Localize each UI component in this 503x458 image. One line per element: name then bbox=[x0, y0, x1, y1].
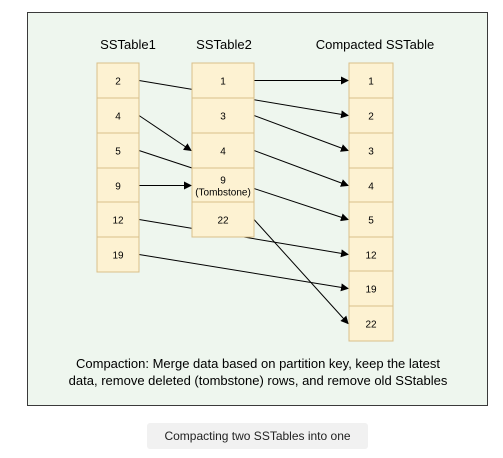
sstable1-title: SSTable1 bbox=[100, 37, 156, 52]
compacted-cell-label: 22 bbox=[365, 320, 377, 331]
sstable1-cell-label: 19 bbox=[112, 251, 124, 262]
compacted-cell-label: 3 bbox=[368, 147, 374, 158]
sstable2-cell-label: 3 bbox=[220, 112, 226, 123]
sstable1-cell bbox=[96, 201, 140, 238]
sstable1-cell-label: 9 bbox=[115, 182, 121, 193]
compacted-cell bbox=[348, 236, 394, 273]
compacted-cell bbox=[348, 305, 394, 342]
sstable1-cell-label: 2 bbox=[115, 77, 121, 88]
edge-arrow bbox=[253, 115, 349, 152]
edge-arrow bbox=[253, 150, 349, 187]
compacted-cell-label: 1 bbox=[368, 77, 374, 88]
compacted-cell-label: 19 bbox=[365, 285, 377, 296]
edge-arrow bbox=[253, 219, 349, 325]
sstable2-column: SSTable2 1 3 4 9(Tombstone) 22 bbox=[191, 37, 255, 238]
sstable2-cell-label: (Tombstone) bbox=[195, 188, 251, 199]
compacted-cell bbox=[348, 62, 394, 99]
note-layer: Compaction: Merge data based on partitio… bbox=[69, 356, 448, 388]
sstable2-cell bbox=[191, 97, 255, 134]
compacted-cell bbox=[348, 132, 394, 169]
columns-layer: SSTable124591219SSTable21349(Tombstone)2… bbox=[96, 37, 435, 342]
note-line-2: data, remove deleted (tombstone) rows, a… bbox=[69, 373, 448, 388]
sstable2-cell bbox=[191, 201, 255, 238]
compacted-cell-label: 12 bbox=[365, 251, 377, 262]
edge-arrow bbox=[138, 115, 192, 152]
sstable1-cell-label: 12 bbox=[112, 216, 124, 227]
sstable2-title: SSTable2 bbox=[196, 37, 252, 52]
sstable2-cell-label: 4 bbox=[220, 147, 226, 158]
sstable1-cell bbox=[96, 236, 140, 273]
sstable1-column: SSTable1 2 4 5 9 12 19 bbox=[96, 37, 156, 273]
note-line-1: Compaction: Merge data based on partitio… bbox=[76, 356, 440, 371]
compacted-cell-label: 4 bbox=[368, 182, 374, 193]
compacted-cell bbox=[348, 97, 394, 134]
sstable1-cell-label: 5 bbox=[115, 147, 121, 158]
compacted-cell-label: 5 bbox=[368, 216, 374, 227]
sstable1-cell bbox=[96, 132, 140, 169]
compacted-cell-label: 2 bbox=[368, 112, 374, 123]
compacted-title: Compacted SSTable bbox=[316, 37, 435, 52]
figure-caption: Compacting two SSTables into one bbox=[147, 423, 368, 449]
sstable2-cell-label: 22 bbox=[217, 216, 229, 227]
sstable1-cell bbox=[96, 167, 140, 204]
edge-arrow bbox=[138, 254, 349, 292]
sstable1-cell-label: 4 bbox=[115, 112, 121, 123]
sstable1-cell bbox=[96, 62, 140, 99]
sstable2-cell-label: 9 bbox=[220, 176, 226, 187]
sstable2-cell bbox=[191, 132, 255, 169]
sstable2-cell-label: 1 bbox=[220, 77, 226, 88]
edges-layer bbox=[138, 76, 349, 325]
